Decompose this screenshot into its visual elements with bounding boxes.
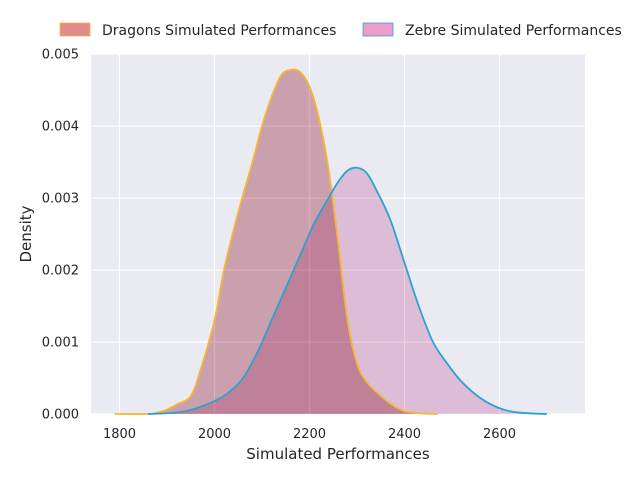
y-axis-label: Density [17, 205, 35, 262]
x-axis-ticks: 1800 2000 2200 2400 2600 [103, 427, 516, 442]
series-layer [114, 68, 548, 415]
x-tick-label: 2000 [198, 427, 231, 442]
x-tick-label: 1800 [103, 427, 136, 442]
density-area-1 [114, 69, 438, 415]
x-axis-label: Simulated Performances [246, 445, 430, 463]
y-tick-label: 0.001 [42, 336, 79, 351]
density-area-2 [148, 167, 547, 414]
y-axis-ticks: 0.000 0.001 0.002 0.003 0.004 0.005 [42, 48, 79, 423]
density-line-2 [147, 166, 548, 415]
x-tick-label: 2400 [388, 427, 421, 442]
density-line-1 [114, 68, 438, 415]
y-tick-label: 0.002 [42, 264, 79, 279]
legend-swatch-2 [362, 22, 394, 37]
legend-label-2: Zebre Simulated Performances [405, 23, 622, 39]
y-tick-label: 0.004 [42, 120, 79, 135]
y-tick-label: 0.005 [42, 48, 79, 63]
y-tick-label: 0.000 [42, 408, 79, 423]
legend-swatch-1 [59, 22, 91, 37]
x-tick-label: 2600 [483, 427, 516, 442]
legend-label-1: Dragons Simulated Performances [102, 23, 336, 39]
legend: Dragons Simulated Performances Zebre Simu… [59, 22, 622, 39]
y-tick-label: 0.003 [42, 192, 79, 207]
x-tick-label: 2200 [293, 427, 326, 442]
